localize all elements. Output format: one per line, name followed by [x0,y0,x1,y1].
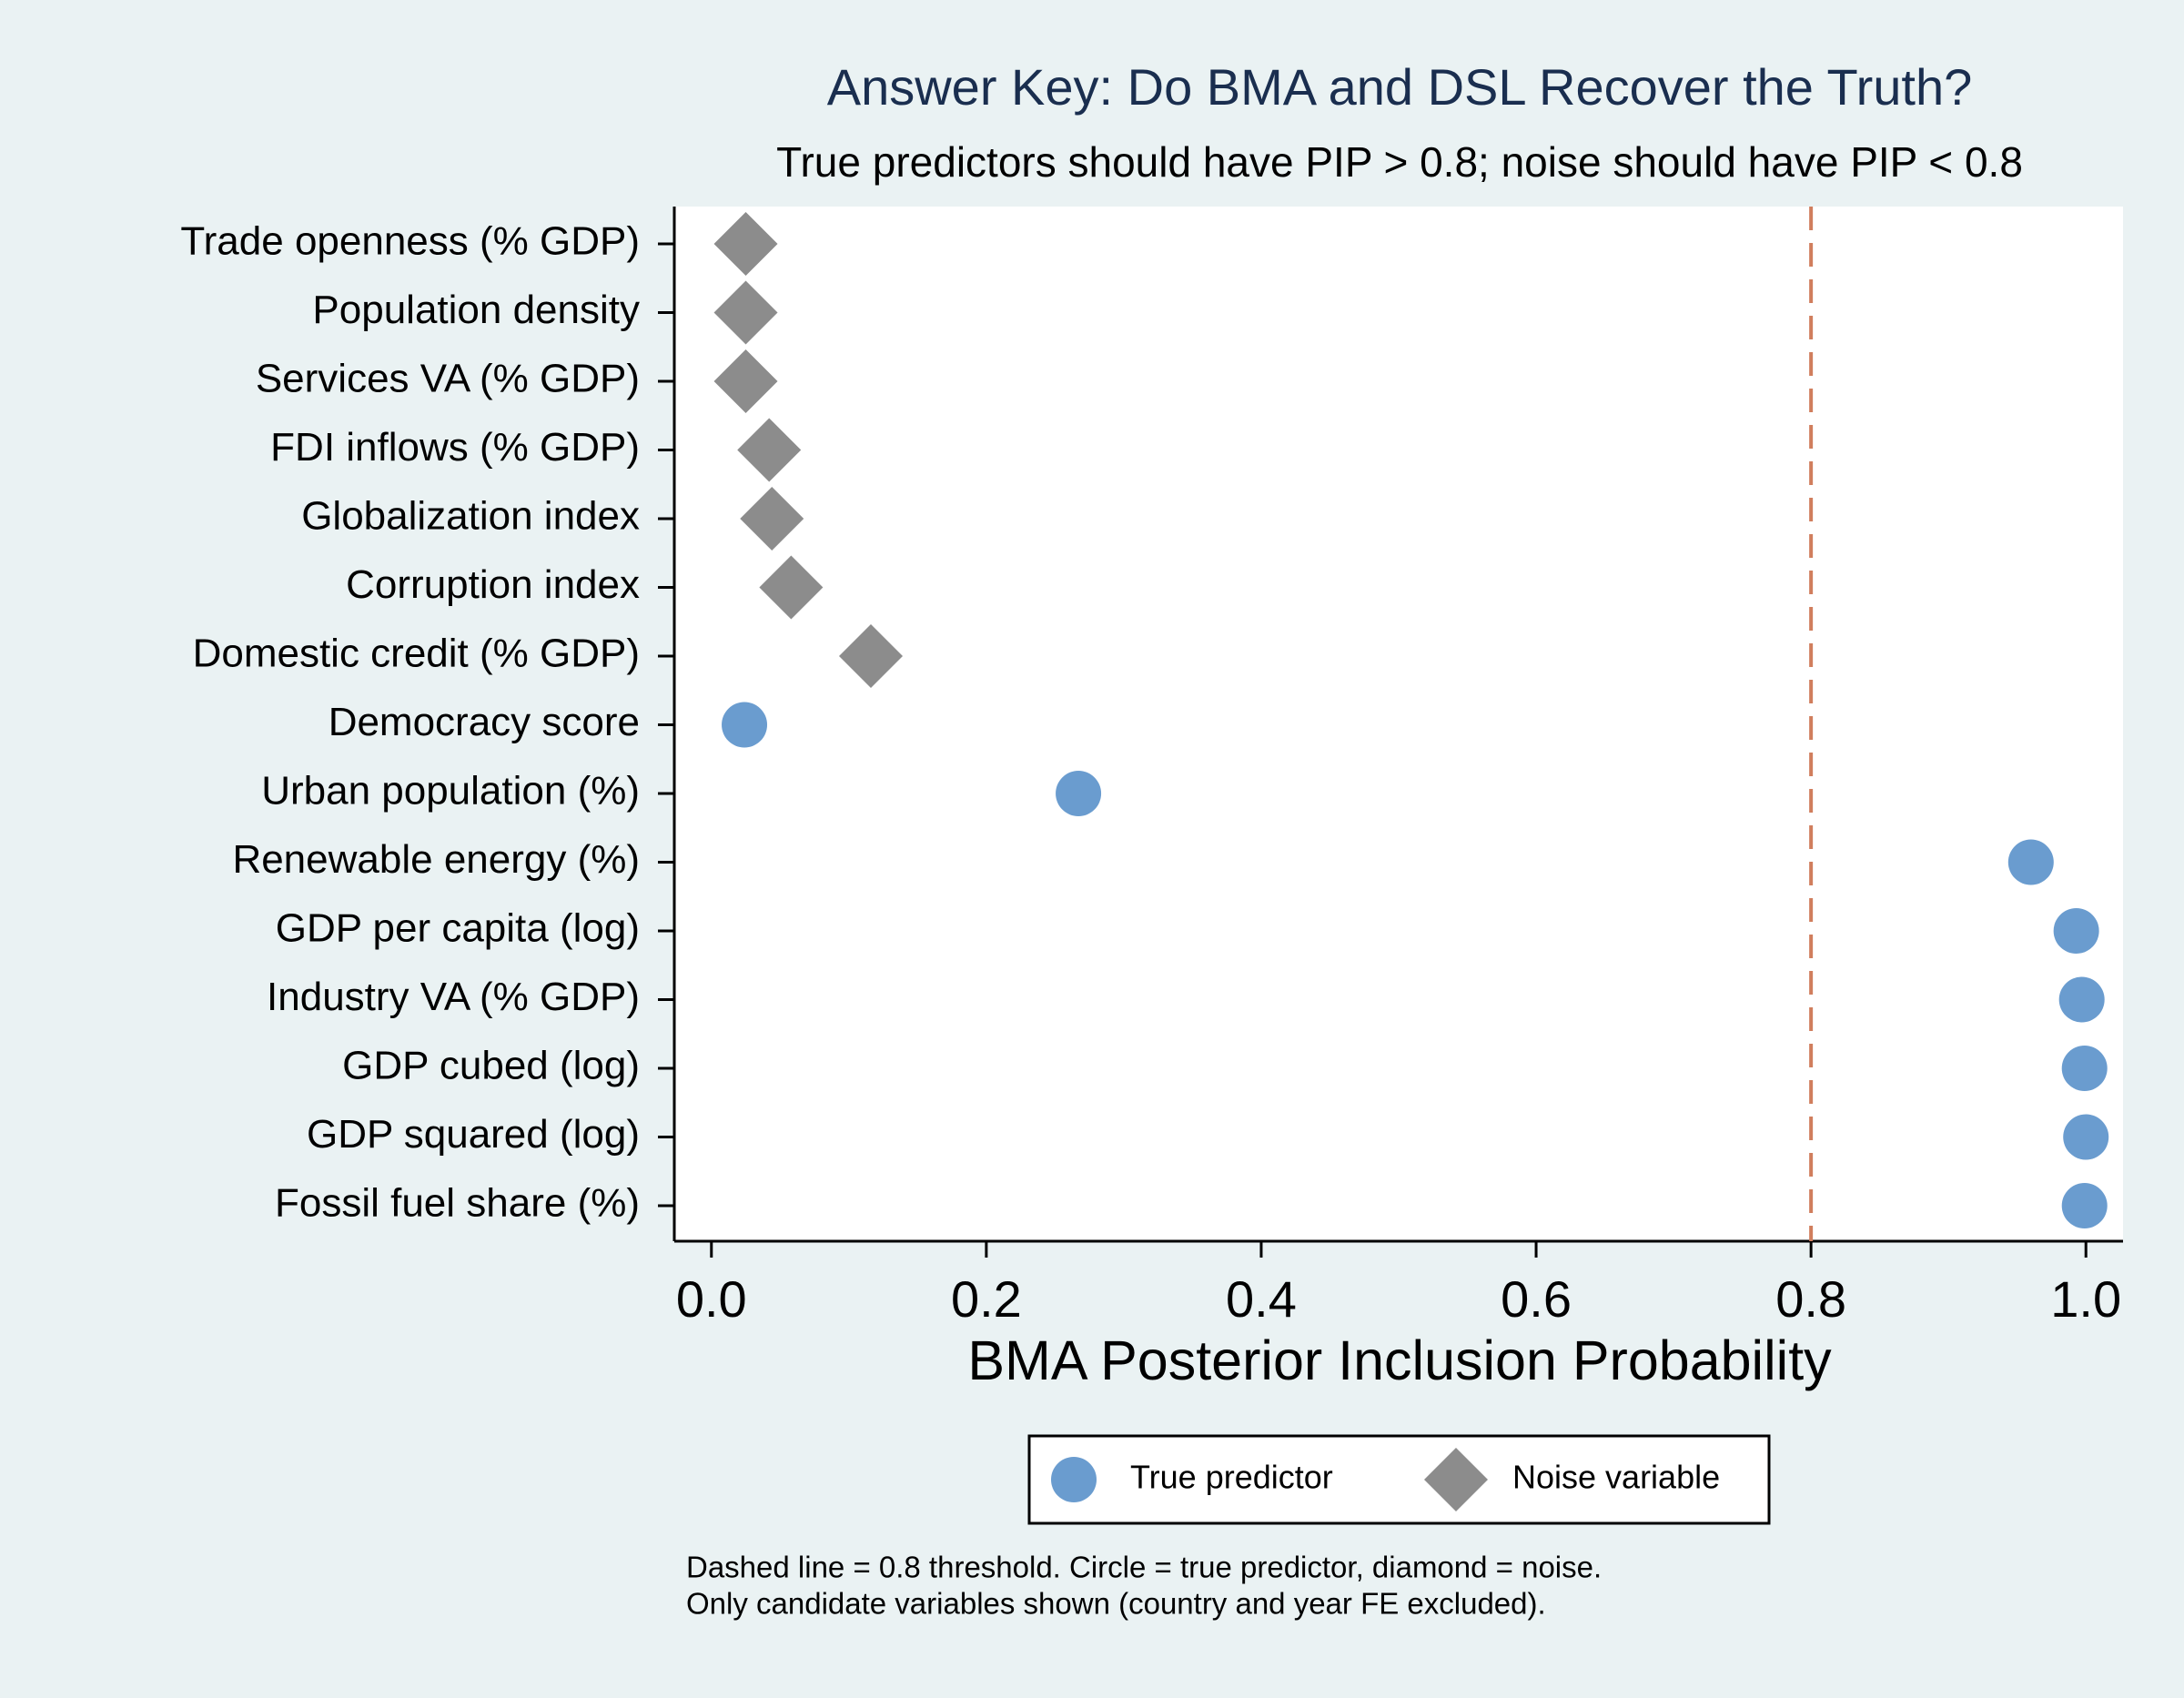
x-tick-label: 0.8 [1775,1270,1846,1328]
y-tick-label: FDI inflows (% GDP) [270,425,640,470]
diamond-marker [759,555,824,620]
diamond-marker [713,280,778,345]
y-tick-label: Fossil fuel share (%) [275,1181,640,1226]
y-tick-label: GDP squared (log) [307,1112,640,1157]
diamond-marker [740,487,804,551]
circle-marker [2061,1046,2108,1091]
chart-title: Answer Key: Do BMA and DSL Recover the T… [827,58,1973,116]
legend-swatch [1424,1448,1488,1511]
y-tick-label: Industry VA (% GDP) [267,975,640,1019]
x-tick-label: 0.2 [951,1270,1022,1328]
chart-subtitle: True predictors should have PIP > 0.8; n… [776,138,2023,186]
y-tick-label: Urban population (%) [261,769,640,814]
diamond-marker [838,624,903,688]
y-tick-label: Renewable energy (%) [232,837,640,882]
x-axis-title: BMA Posterior Inclusion Probability [967,1329,1832,1391]
y-tick-label: Population density [312,288,640,332]
legend-label: True predictor [1130,1459,1333,1496]
x-tick-label: 1.0 [2050,1270,2121,1328]
x-tick-label: 0.6 [1501,1270,1572,1328]
legend-label: Noise variable [1512,1459,1720,1496]
y-tick-label: Services VA (% GDP) [256,357,640,401]
circle-marker [2058,976,2105,1023]
y-tick-label: Democracy score [329,700,640,744]
legend-box [1027,1434,1771,1525]
y-tick-label: GDP cubed (log) [342,1044,640,1088]
circle-marker [2063,1114,2109,1160]
circle-marker [722,702,768,748]
circle-marker [2061,1183,2108,1228]
diamond-marker [713,212,778,276]
diamond-marker [713,349,778,413]
y-tick-label: GDP per capita (log) [276,906,640,951]
circle-marker [2007,839,2054,885]
note: Only candidate variables shown (country … [686,1587,1546,1621]
x-tick-label: 0.4 [1226,1270,1297,1328]
circle-marker [2053,908,2099,954]
y-tick-label: Globalization index [301,494,640,539]
note: Dashed line = 0.8 threshold. Circle = tr… [686,1551,1602,1584]
plot-area [674,207,2123,1241]
legend-swatch [1051,1457,1097,1502]
diamond-marker [737,418,802,482]
circle-marker [1056,771,1102,816]
y-tick-label: Domestic credit (% GDP) [193,632,640,676]
x-tick-label: 0.0 [676,1270,747,1328]
y-tick-label: Corruption index [346,562,640,607]
y-tick-label: Trade openness (% GDP) [180,219,640,264]
